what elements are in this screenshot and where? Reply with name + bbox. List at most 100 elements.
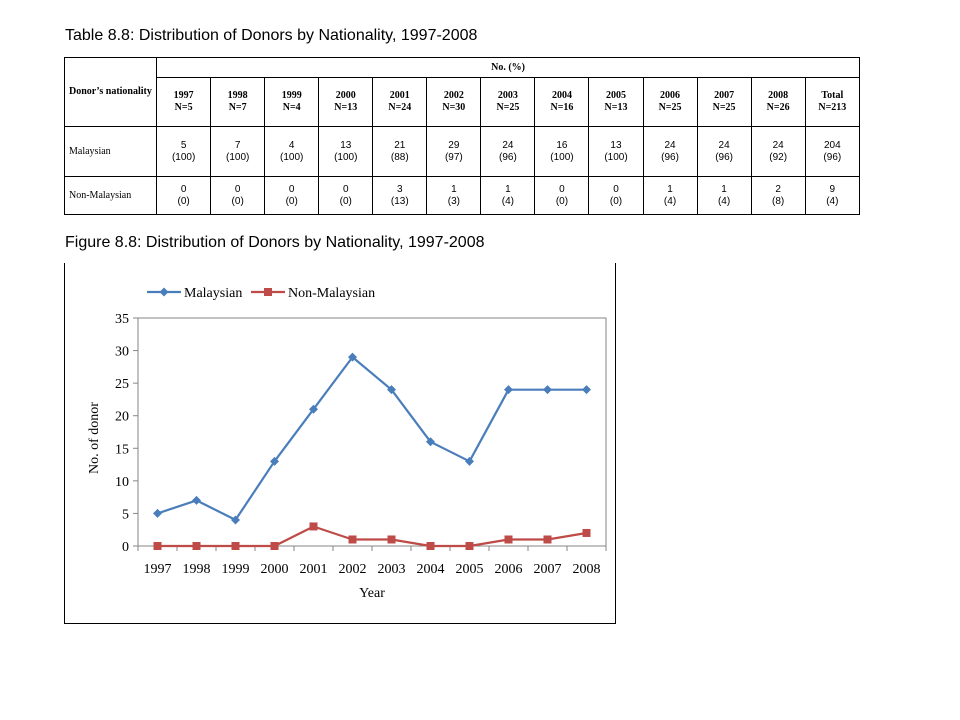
x-tick-label: 2001 [300,562,328,577]
column-n: N=25 [496,102,520,113]
table-cell: 4 (100) [264,126,320,177]
x-tick-label: 2006 [495,562,523,577]
data-point [153,542,162,550]
data-point [153,508,162,518]
table-cell: 0 (0) [156,176,212,215]
table-cell: 24 (96) [480,126,536,177]
column-n: N=13 [334,102,358,113]
table-cell: 5 (100) [156,126,212,177]
x-tick-label: 2005 [456,562,484,577]
column-year: 2001 [389,90,410,101]
donor-nationality-table: Donor’s nationality No. (%) 1997 N=5 1998 N… [63,57,861,215]
cell-percent: (4) [501,195,515,207]
y-tick-label: 5 [122,507,129,522]
cell-count: 4 [288,139,295,151]
column-year: 2002 [443,90,464,101]
series-line [157,355,587,521]
cell-count: 204 [823,139,841,151]
x-tick-label: 2004 [417,562,445,577]
column-n: N=30 [442,102,466,113]
x-tick-label: 2007 [534,562,562,577]
data-point [465,542,474,550]
cell-percent: (92) [769,151,788,163]
cell-percent: (100) [280,151,304,163]
cell-percent: (100) [550,151,574,163]
table-caption: Table 8.8: Distribution of Donors by Nat… [65,27,478,44]
year-column-header: 2008 N=26 [750,77,806,127]
data-point [543,385,552,395]
cell-count: 1 [721,183,727,195]
cell-count: 0 [234,183,241,195]
year-column-header: 2000 N=13 [318,77,374,127]
cell-count: 13 [610,139,622,151]
legend-marker [264,288,272,296]
y-tick-label: 0 [122,540,129,555]
year-column-header: 2001 N=24 [372,77,428,127]
table-cell: 2 (8) [750,176,806,215]
y-tick-label: 35 [115,312,129,327]
cell-count: 24 [772,139,784,151]
figure-caption: Figure 8.8: Distribution of Donors by Na… [65,234,485,251]
data-point [270,542,279,550]
table-cell: 0 (0) [264,176,320,215]
cell-count: 0 [613,183,619,195]
year-column-header: 1999 N=4 [264,77,320,127]
year-column-header: 2005 N=13 [588,77,644,127]
plot-area [137,317,607,547]
legend-label: Malaysian [184,286,242,301]
cell-percent: (0) [231,195,244,207]
data-point [348,535,357,544]
column-n: N=13 [604,102,628,113]
year-column-header: 2003 N=25 [480,77,536,127]
chart-frame: 0 5 10 15 20 25 30 35 1997 1998 1999 2000 2001 2002 20… [64,263,616,624]
year-column-header: 2007 N=25 [696,77,752,127]
column-n: N=24 [388,102,412,113]
cell-percent: (0) [285,195,298,207]
cell-percent: (100) [334,151,358,163]
table-cell: 204 (96) [804,126,861,177]
table-cell: 24 (96) [642,126,698,177]
column-year: 2003 [497,90,518,101]
table-row: Non-Malaysian 0 (0) 0 (0) 0 (0) 0 (0) 3 (13) 1 (3) 1(… [63,176,861,215]
column-n: N=25 [658,102,682,113]
cell-percent: (4) [717,195,731,207]
table-cell: 7 (100) [210,126,266,177]
y-tick-label: 10 [115,475,129,490]
column-year: 1997 [173,90,194,101]
cell-count: 16 [556,139,568,151]
data-point [465,456,474,466]
data-point [231,515,240,525]
column-n: N=5 [174,102,193,113]
table-cell: 0 (0) [318,176,374,215]
cell-count: 24 [718,139,730,151]
cell-percent: (100) [604,151,628,163]
y-axis-title: No. of donor [87,402,102,474]
cell-count: 1 [505,183,511,195]
x-tick-label: 2008 [573,562,601,577]
data-point [192,542,201,550]
line-chart: 0 5 10 15 20 25 30 35 1997 1998 1999 2000 2001 2002 20… [87,286,607,601]
cell-count: 1 [451,183,457,195]
data-point [348,352,357,362]
cell-count: 21 [394,139,406,151]
x-axis-title: Year [359,586,385,601]
table-cell: 29 (97) [426,126,482,177]
table-cell: 13 (100) [588,126,644,177]
cell-percent: (8) [772,195,785,207]
column-n: N=26 [766,102,790,113]
table-cell: 24 (92) [750,126,806,177]
cell-percent: (96) [499,151,517,163]
year-column-header: 1998 N=7 [210,77,266,127]
series-line [157,525,587,548]
cell-count: 29 [448,139,460,151]
cell-count: 1 [667,183,673,195]
data-point [309,522,318,531]
group-header: No. (%) [156,57,860,78]
cell-count: 3 [397,183,403,195]
cell-count: 7 [234,139,241,151]
data-point [504,535,513,544]
column-year: 2000 [335,90,356,101]
cell-percent: (96) [661,151,679,163]
cell-percent: (13) [390,195,409,207]
cell-percent: (0) [177,195,190,207]
